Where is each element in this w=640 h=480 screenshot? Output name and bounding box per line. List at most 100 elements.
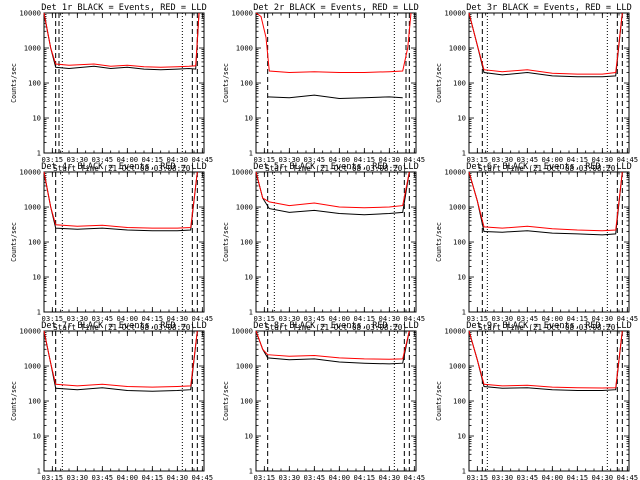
series-line-lld <box>43 12 200 68</box>
x-tick-label: 04:15 <box>354 314 376 323</box>
y-tick-label: 1 <box>37 467 41 476</box>
x-tick-label: 04:45 <box>192 473 214 480</box>
panel-title: Det 7r BLACK = Events, RED = LLD <box>41 321 207 331</box>
series-line-lld <box>468 171 623 232</box>
y-tick-label: 100 <box>240 397 253 406</box>
y-tick-label: 1 <box>249 467 253 476</box>
x-tick-label: 03:30 <box>492 314 514 323</box>
x-tick-label: 03:15 <box>42 155 64 164</box>
y-tick-label: 1000 <box>24 44 41 53</box>
x-tick-label: 04:45 <box>404 155 426 164</box>
y-axis-label: Counts/sec <box>435 381 443 421</box>
series-line-lld <box>43 171 198 229</box>
y-tick-label: 1000 <box>449 44 466 53</box>
y-tick-label: 1 <box>462 149 466 158</box>
x-tick-label: 04:15 <box>354 155 376 164</box>
y-tick-label: 10 <box>457 432 466 441</box>
panel-title: Det 9r BLACK = Events, RED = LLD <box>466 321 632 331</box>
y-tick-label: 1 <box>249 149 253 158</box>
y-tick-label: 1000 <box>24 362 41 371</box>
y-tick-label: 10 <box>32 114 41 123</box>
x-tick-label: 04:00 <box>329 473 351 480</box>
y-tick-label: 10000 <box>444 9 466 18</box>
x-tick-label: 04:15 <box>142 314 164 323</box>
chart-panel-6: Det 6r BLACK = Events, RED = LLD 1 10 100 10… <box>435 162 638 332</box>
y-tick-label: 10000 <box>19 9 41 18</box>
series-line-events <box>468 171 623 236</box>
x-tick-label: 04:00 <box>542 314 564 323</box>
y-axis-label: Counts/sec <box>10 222 18 262</box>
x-tick-label: 03:45 <box>304 314 326 323</box>
plot-frame <box>43 330 205 472</box>
series-line-events <box>267 94 403 100</box>
x-tick-label: 04:45 <box>192 314 214 323</box>
panel-title: Det 1r BLACK = Events, RED = LLD <box>41 3 207 13</box>
chart-panel-1: Det 1r BLACK = Events, RED = LLD 1 10 100 10… <box>10 3 213 173</box>
y-axis-label: Counts/sec <box>222 222 230 262</box>
x-tick-label: 04:45 <box>192 155 214 164</box>
x-tick-label: 04:45 <box>404 473 426 480</box>
series-line-lld <box>43 330 198 388</box>
x-tick-label: 03:30 <box>492 155 514 164</box>
series-line-events <box>468 12 623 78</box>
y-tick-label: 10 <box>32 273 41 282</box>
plot-frame <box>468 171 630 313</box>
x-tick-label: 03:15 <box>42 473 64 480</box>
x-tick-label: 04:45 <box>404 314 426 323</box>
x-tick-label: 04:00 <box>117 155 139 164</box>
chart-panel-5: Det 5r BLACK = Events, RED = LLD 1 10 100 10… <box>222 162 425 332</box>
x-tick-label: 04:00 <box>329 314 351 323</box>
plot-frame <box>468 330 630 472</box>
panel-title: Det 5r BLACK = Events, RED = LLD <box>253 162 419 172</box>
x-tick-label: 04:30 <box>592 473 614 480</box>
chart-panel-7: Det 7r BLACK = Events, RED = LLD 1 10 100 10… <box>10 321 213 480</box>
series-line-lld <box>468 330 623 389</box>
x-tick-label: 04:00 <box>117 473 139 480</box>
y-tick-label: 10 <box>244 273 253 282</box>
x-tick-label: 04:00 <box>117 314 139 323</box>
x-tick-label: 04:30 <box>167 473 189 480</box>
series-line-events <box>43 330 198 392</box>
x-tick-label: 04:15 <box>142 155 164 164</box>
x-tick-label: 04:45 <box>617 155 639 164</box>
x-tick-label: 03:15 <box>254 314 276 323</box>
chart-panel-4: Det 4r BLACK = Events, RED = LLD 1 10 100 10… <box>10 162 213 332</box>
x-tick-label: 03:30 <box>279 155 301 164</box>
plot-frame <box>255 12 417 154</box>
x-tick-label: 03:15 <box>42 314 64 323</box>
x-tick-label: 04:30 <box>592 155 614 164</box>
x-tick-label: 03:15 <box>254 473 276 480</box>
panel-title: Det 4r BLACK = Events, RED = LLD <box>41 162 207 172</box>
plot-frame <box>255 171 417 313</box>
x-tick-label: 03:30 <box>67 314 89 323</box>
series-line-lld <box>255 171 410 209</box>
x-tick-label: 04:15 <box>567 473 589 480</box>
x-tick-label: 03:15 <box>467 473 489 480</box>
y-tick-label: 10000 <box>19 168 41 177</box>
series-line-events <box>43 171 198 232</box>
x-axis-label: Start Time (21-Oct-08 03:08:20) <box>265 323 407 332</box>
x-axis-label: Start Time (21-Oct-08 03:08:20) <box>265 164 407 173</box>
y-tick-label: 10000 <box>444 327 466 336</box>
x-tick-label: 03:30 <box>279 314 301 323</box>
y-tick-label: 1000 <box>236 203 253 212</box>
y-tick-label: 1 <box>37 149 41 158</box>
chart-panel-2: Det 2r BLACK = Events, RED = LLD 1 10 100 10… <box>222 3 425 173</box>
series-line-lld <box>468 12 623 75</box>
y-tick-label: 1000 <box>236 44 253 53</box>
panel-title: Det 8r BLACK = Events, RED = LLD <box>253 321 419 331</box>
series-line-events <box>255 171 410 216</box>
x-tick-label: 04:15 <box>354 473 376 480</box>
y-tick-label: 1 <box>249 308 253 317</box>
y-axis-label: Counts/sec <box>10 63 18 103</box>
y-tick-label: 10 <box>32 432 41 441</box>
y-tick-label: 100 <box>240 238 253 247</box>
chart-panel-9: Det 9r BLACK = Events, RED = LLD 1 10 100 10… <box>435 321 638 480</box>
x-tick-label: 04:00 <box>542 155 564 164</box>
x-tick-label: 03:45 <box>92 314 114 323</box>
x-axis-label: Start Time (21-Oct-08 03:08:20) <box>478 323 620 332</box>
x-tick-label: 03:30 <box>492 473 514 480</box>
y-tick-label: 10000 <box>231 168 253 177</box>
y-tick-label: 10 <box>457 273 466 282</box>
